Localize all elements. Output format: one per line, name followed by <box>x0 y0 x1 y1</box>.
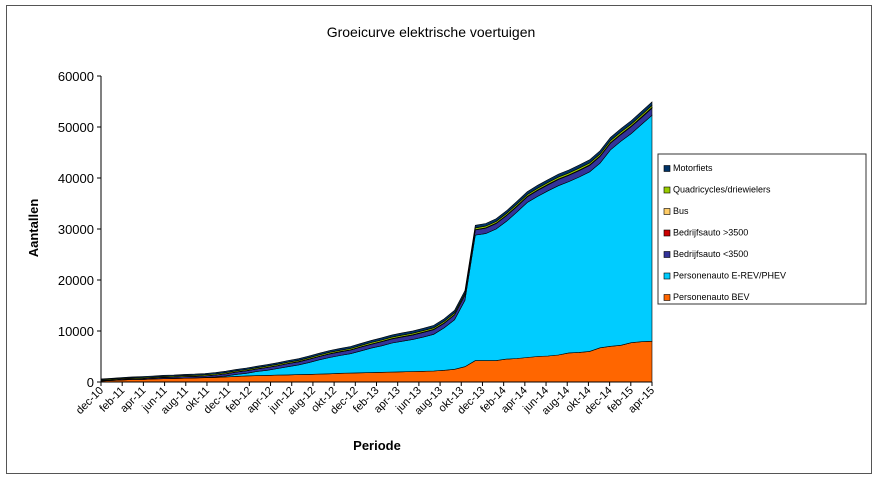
y-tick-label: 60000 <box>58 69 94 84</box>
series-layer <box>100 101 653 383</box>
series-area-6 <box>100 101 653 381</box>
legend-label: Motorfiets <box>673 163 713 173</box>
legend-swatch <box>663 294 671 301</box>
y-tick-label: 50000 <box>58 120 94 135</box>
legend-swatch <box>663 186 671 194</box>
legend-swatch <box>663 208 671 215</box>
legend-label: Bus <box>673 206 689 216</box>
x-axis-title: Periode <box>353 438 401 453</box>
y-tick-label: 0 <box>87 375 94 390</box>
y-tick-label: 20000 <box>58 273 94 288</box>
legend-label: Bedrijfsauto >3500 <box>673 228 748 238</box>
y-tick-label: 40000 <box>58 171 94 186</box>
area-chart: Groeicurve elektrische voertuigen Aantal… <box>26 24 867 453</box>
y-axis-title: Aantallen <box>26 199 41 258</box>
legend-label: Quadricycles/driewielers <box>673 185 771 195</box>
legend-swatch <box>663 251 671 258</box>
legend-swatch <box>663 229 671 237</box>
legend-swatch <box>663 272 671 280</box>
legend-box <box>657 153 867 305</box>
chart-frame: Groeicurve elektrische voertuigen Aantal… <box>6 5 872 474</box>
legend-label: Bedrijfsauto <3500 <box>673 249 748 259</box>
y-tick-label: 10000 <box>58 324 94 339</box>
legend-label: Personenauto BEV <box>673 292 750 302</box>
legend-label: Personenauto E-REV/PHEV <box>673 271 786 281</box>
y-tick-label: 30000 <box>58 222 94 237</box>
legend: Motorfiets Quadricycles/driewielers Bus Bed… <box>657 153 867 305</box>
chart-title: Groeicurve elektrische voertuigen <box>327 24 536 40</box>
legend-swatch <box>663 165 671 172</box>
